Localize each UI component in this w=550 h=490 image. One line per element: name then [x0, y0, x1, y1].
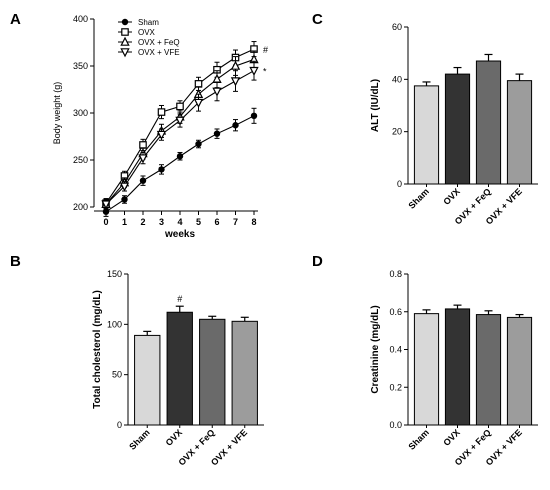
y-axis-label: Creatinine (mg/dL) — [370, 305, 381, 393]
y-tick-label: 60 — [392, 22, 402, 32]
data-point — [212, 73, 222, 83]
y-tick-label: 40 — [392, 74, 402, 84]
x-tick-label: 7 — [233, 217, 238, 227]
data-point — [101, 200, 111, 210]
data-point — [249, 66, 259, 77]
legend-label-ovx-vfe: OVX + VFE — [138, 48, 180, 57]
data-point — [176, 153, 184, 160]
y-tick-label: 0.6 — [389, 307, 402, 317]
bar-sham — [134, 334, 161, 426]
legend-label-sham: Sham — [138, 18, 159, 27]
x-tick-label: 8 — [251, 217, 256, 227]
y-tick-label: 200 — [73, 202, 88, 212]
y-tick-label: 50 — [112, 370, 122, 380]
y-tick-label: 0.2 — [389, 382, 402, 392]
data-point — [212, 87, 222, 97]
legend-marker — [121, 28, 129, 36]
panel-label-a: A — [10, 11, 21, 28]
panel-label-d: D — [312, 253, 323, 270]
x-tick-label-sham: Sham — [407, 186, 431, 210]
data-point — [230, 77, 241, 87]
y-tick-label: 0 — [397, 179, 402, 189]
legend-label-ovx-feq: OVX + FeQ — [138, 38, 180, 47]
bar-sham — [413, 85, 440, 185]
y-tick-label: 20 — [392, 127, 402, 137]
legend-label-ovx: OVX — [138, 28, 156, 37]
bar-ovx — [444, 308, 471, 426]
x-tick-label-ovx: OVX — [441, 186, 462, 207]
data-point — [158, 166, 165, 173]
series-line-sham — [105, 115, 255, 213]
y-axis-label: Body weight (g) — [52, 82, 62, 145]
x-tick-label: 6 — [214, 217, 219, 227]
y-tick-label: 350 — [73, 61, 88, 71]
x-tick-label-sham: Sham — [407, 427, 431, 451]
x-tick-label-ovx: OVX — [164, 427, 185, 448]
bar-ovx — [444, 73, 471, 185]
x-tick-label: 1 — [122, 217, 127, 227]
legend-marker — [120, 36, 130, 46]
bar-ovx-feq — [475, 314, 502, 426]
data-point — [175, 116, 185, 126]
y-tick-label: 0.0 — [389, 420, 402, 430]
y-tick-label: 100 — [107, 319, 122, 329]
panel-label-b: B — [10, 253, 21, 270]
legend-marker — [120, 48, 130, 58]
legend-marker — [121, 18, 129, 26]
y-axis-label: Total cholesterol (mg/dL) — [92, 290, 103, 409]
data-point — [102, 208, 110, 215]
data-point — [156, 130, 167, 140]
bar-ovx-vfe — [231, 320, 258, 426]
bar-ovx-vfe — [506, 316, 533, 426]
x-tick-label: 2 — [140, 217, 145, 227]
data-point — [157, 108, 166, 116]
y-tick-label: 0.8 — [389, 269, 402, 279]
series-line-ovx-feq — [105, 58, 255, 205]
bar-ovx-feq — [475, 60, 502, 185]
data-point — [139, 141, 147, 149]
x-tick-label: 5 — [196, 217, 201, 227]
data-point — [138, 154, 148, 164]
data-point — [139, 177, 147, 184]
x-tick-label-sham: Sham — [127, 427, 151, 451]
y-tick-label: 250 — [73, 155, 88, 165]
y-tick-label: 300 — [73, 108, 88, 118]
y-tick-label: 400 — [73, 14, 88, 24]
significance-mark: # — [263, 45, 268, 55]
series-sham — [102, 107, 258, 217]
y-axis-label: ALT (IU/dL) — [370, 79, 381, 132]
data-point — [176, 102, 184, 111]
data-point — [250, 112, 258, 120]
x-axis-label: weeks — [164, 229, 195, 240]
data-point — [232, 122, 239, 129]
panel-label-c: C — [312, 11, 323, 28]
x-tick-label: 4 — [177, 217, 182, 227]
x-tick-label-ovx: OVX — [441, 427, 462, 448]
data-point — [193, 98, 204, 108]
bar-ovx — [166, 311, 193, 426]
bar-ovx-feq — [199, 318, 226, 426]
data-point — [194, 80, 203, 88]
data-point — [230, 60, 241, 70]
data-point — [195, 140, 202, 148]
y-tick-label: 150 — [107, 269, 122, 279]
data-point — [119, 182, 130, 192]
series-ovx-vfe — [101, 60, 259, 210]
y-tick-label: 0.4 — [389, 345, 402, 355]
significance-mark: * — [263, 67, 267, 77]
bar-sham — [413, 313, 440, 426]
x-tick-label: 0 — [103, 217, 108, 227]
data-point — [121, 196, 128, 203]
y-tick-label: 0 — [117, 420, 122, 430]
data-point — [213, 130, 221, 137]
bar-ovx-vfe — [506, 80, 533, 185]
x-tick-label: 3 — [159, 217, 164, 227]
significance-mark: # — [177, 294, 182, 304]
panel-a-body-weight-chart: 200 250 300 350 400 0 1 2 3 4 5 6 7 8 weeks Body weight… — [52, 14, 268, 240]
